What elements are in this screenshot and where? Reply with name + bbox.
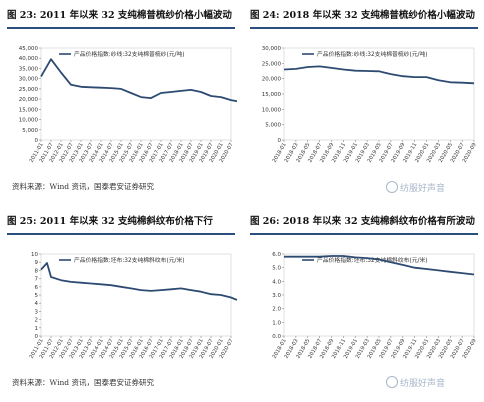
y-tick-label: 6.0 [272, 252, 281, 258]
y-tick-label: 7 [35, 277, 39, 283]
figure-title: 图 25: 2011 年以来 32 支纯棉斜纹布价格下行 [7, 216, 213, 227]
y-tick-label: 6 [35, 285, 39, 291]
y-tick-label: 40,000 [19, 56, 39, 62]
y-tick-label: 20,000 [19, 97, 39, 103]
y-tick-label: 0 [278, 138, 282, 144]
y-tick-label: 30,000 [262, 46, 282, 52]
figure-25: 图 25: 2011 年以来 32 支纯棉斜纹布价格下行 0 1 2 3 4 5 6 7 8 9 1… [7, 214, 238, 370]
watermark-text: 纺服好声音 [400, 379, 446, 389]
legend-label: 产品价格指数:坯布:32支纯棉斜纹布(元/米) [317, 256, 428, 264]
y-tick-label: 35,000 [19, 66, 39, 72]
y-tick-label: 1 [35, 326, 39, 332]
legend-label: 产品价格指数:纱线:32支纯棉普梳纱(元/吨) [74, 50, 185, 58]
y-tick-label: 3.0 [272, 293, 281, 299]
figure-title: 图 24: 2018 年以来 32 支纯棉普梳纱价格小幅波动 [250, 10, 475, 21]
watermark: 纺服好声音 [386, 181, 445, 194]
y-tick-label: 10 [31, 252, 38, 258]
figure-23: 图 23: 2011 年以来 32 支纯棉普梳纱价格小幅波动 0 5,000 10,… [7, 8, 238, 178]
plot-frame [283, 253, 475, 337]
y-tick-label: 25,000 [262, 61, 282, 67]
y-tick-label: 2.0 [272, 307, 281, 313]
line-chart: 0.01.02.03.04.05.06.02018-012018-032018-… [272, 252, 478, 360]
y-tick-label: 4.0 [272, 279, 281, 285]
figure-26: 图 26: 2018 年以来 32 支纯棉斜纹布价格有所波动 0.0 1.0 2.0… [250, 214, 478, 370]
figure-title: 图 23: 2011 年以来 32 支纯棉普梳纱价格小幅波动 [7, 10, 232, 21]
watermark: 纺服好声音 [386, 376, 445, 389]
y-tick-label: 25,000 [19, 87, 39, 93]
y-tick-label: 5 [35, 293, 39, 299]
y-tick-label: 4 [35, 301, 39, 307]
y-tick-label: 15,000 [262, 92, 282, 98]
line-chart: 05,00010,00015,00020,00025,00030,0002018… [262, 46, 478, 164]
line-chart: 0123456789102011-012011-072012-012012-07… [29, 252, 238, 360]
y-tick-label: 0 [35, 138, 39, 144]
legend: 产品价格指数:坯布:32支纯棉斜纹布(元/米) [59, 256, 185, 264]
wechat-icon [386, 376, 398, 388]
y-tick-label: 10,000 [262, 107, 282, 113]
legend: 产品价格指数:纱线:32支纯棉普梳纱(元/吨) [59, 50, 185, 58]
source-note: 资料来源：Wind 资讯，国泰君安证券研究 [12, 182, 154, 191]
y-tick-label: 1.0 [272, 320, 281, 326]
figure-title: 图 26: 2018 年以来 32 支纯棉斜纹布价格有所波动 [250, 216, 475, 227]
legend: 产品价格指数:纱线:32支纯棉普梳纱(元/吨) [302, 50, 428, 58]
series-line [284, 255, 475, 276]
y-tick-label: 2 [35, 318, 39, 324]
watermark-text: 纺服好声音 [400, 184, 446, 194]
legend-label: 产品价格指数:坯布:32支纯棉斜纹布(元/米) [74, 256, 185, 264]
y-tick-label: 10,000 [19, 118, 39, 124]
legend-label: 产品价格指数:纱线:32支纯棉普梳纱(元/吨) [317, 50, 428, 58]
y-tick-label: 5,000 [22, 128, 38, 134]
legend: 产品价格指数:坯布:32支纯棉斜纹布(元/米) [302, 256, 428, 264]
plot-frame [283, 47, 475, 141]
wechat-icon [386, 181, 398, 193]
line-chart: 0 5,000 10,000 15,000 20,000 25,000 30,000 35,0… [19, 46, 238, 164]
plot-frame [40, 253, 232, 337]
title-rule [250, 233, 478, 235]
series-line [40, 58, 238, 103]
y-tick-label: 0 [35, 334, 39, 340]
y-tick-label: 5.0 [272, 266, 281, 272]
y-tick-label: 30,000 [19, 77, 39, 83]
y-tick-label: 20,000 [262, 77, 282, 83]
y-tick-label: 8 [35, 268, 39, 274]
y-tick-label: 5,000 [265, 123, 281, 129]
figure-24: 图 24: 2018 年以来 32 支纯棉普梳纱价格小幅波动 0 5,000 10,… [250, 8, 478, 178]
source-note: 资料来源：Wind 资讯，国泰君安证券研究 [12, 378, 154, 387]
series-line [283, 65, 475, 85]
title-rule [7, 233, 235, 235]
y-tick-label: 0.0 [272, 334, 281, 340]
title-rule [250, 27, 478, 29]
y-tick-label: 9 [35, 260, 39, 266]
plot-frame [40, 47, 232, 141]
y-tick-label: 15,000 [19, 107, 39, 113]
title-rule [7, 27, 235, 29]
y-tick-label: 45,000 [19, 46, 39, 52]
series-line [40, 262, 238, 301]
y-tick-label: 3 [35, 309, 39, 315]
